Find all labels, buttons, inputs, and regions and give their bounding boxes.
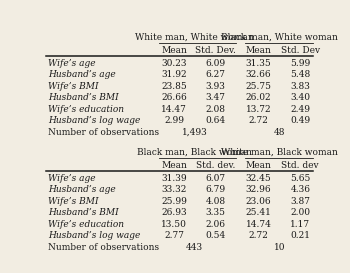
Text: 0.49: 0.49: [290, 116, 310, 125]
Text: Wife’s BMI: Wife’s BMI: [48, 197, 98, 206]
Text: Wife’s age: Wife’s age: [48, 59, 95, 68]
Text: 2.72: 2.72: [249, 231, 268, 240]
Text: 6.27: 6.27: [205, 70, 225, 79]
Text: Husband’s BMI: Husband’s BMI: [48, 93, 118, 102]
Text: 3.47: 3.47: [205, 93, 225, 102]
Text: 2.06: 2.06: [205, 220, 225, 229]
Text: 32.45: 32.45: [246, 174, 272, 183]
Text: 2.77: 2.77: [164, 231, 184, 240]
Text: Black man, Black woman: Black man, Black woman: [137, 148, 252, 157]
Text: 0.21: 0.21: [290, 231, 310, 240]
Text: 6.09: 6.09: [205, 59, 226, 68]
Text: 26.93: 26.93: [161, 208, 187, 217]
Text: Std. dev.: Std. dev.: [196, 161, 235, 170]
Text: Wife’s education: Wife’s education: [48, 220, 124, 229]
Text: Std. Dev: Std. Dev: [281, 46, 320, 55]
Text: Number of observations: Number of observations: [48, 128, 159, 137]
Text: 2.49: 2.49: [290, 105, 310, 114]
Text: Mean: Mean: [161, 46, 187, 55]
Text: 5.99: 5.99: [290, 59, 310, 68]
Text: Husband’s log wage: Husband’s log wage: [48, 231, 140, 240]
Text: 26.66: 26.66: [161, 93, 187, 102]
Text: 3.40: 3.40: [290, 93, 310, 102]
Text: White man, White woman: White man, White woman: [135, 33, 254, 42]
Text: Wife’s age: Wife’s age: [48, 174, 95, 183]
Text: Black man, White woman: Black man, White woman: [221, 33, 338, 42]
Text: Wife’s BMI: Wife’s BMI: [48, 82, 98, 91]
Text: 14.74: 14.74: [246, 220, 272, 229]
Text: 14.47: 14.47: [161, 105, 187, 114]
Text: 25.99: 25.99: [161, 197, 187, 206]
Text: Mean: Mean: [246, 161, 272, 170]
Text: Husband’s age: Husband’s age: [48, 185, 116, 194]
Text: 23.06: 23.06: [246, 197, 272, 206]
Text: 3.93: 3.93: [206, 82, 225, 91]
Text: Wife’s education: Wife’s education: [48, 105, 124, 114]
Text: 5.48: 5.48: [290, 70, 310, 79]
Text: 13.50: 13.50: [161, 220, 187, 229]
Text: 0.54: 0.54: [205, 231, 226, 240]
Text: 31.35: 31.35: [246, 59, 272, 68]
Text: 33.32: 33.32: [161, 185, 187, 194]
Text: 25.75: 25.75: [246, 82, 272, 91]
Text: 0.64: 0.64: [205, 116, 226, 125]
Text: 1,493: 1,493: [182, 128, 208, 137]
Text: 5.65: 5.65: [290, 174, 310, 183]
Text: 4.36: 4.36: [290, 185, 310, 194]
Text: 48: 48: [274, 128, 285, 137]
Text: 2.08: 2.08: [205, 105, 225, 114]
Text: 10: 10: [274, 243, 285, 252]
Text: 2.00: 2.00: [290, 208, 310, 217]
Text: 30.23: 30.23: [161, 59, 187, 68]
Text: 13.72: 13.72: [246, 105, 272, 114]
Text: 32.66: 32.66: [246, 70, 272, 79]
Text: Std. dev: Std. dev: [281, 161, 319, 170]
Text: 2.72: 2.72: [249, 116, 268, 125]
Text: 32.96: 32.96: [246, 185, 272, 194]
Text: 25.41: 25.41: [246, 208, 272, 217]
Text: 3.83: 3.83: [290, 82, 310, 91]
Text: 443: 443: [186, 243, 203, 252]
Text: Mean: Mean: [246, 46, 272, 55]
Text: 31.39: 31.39: [161, 174, 187, 183]
Text: Husband’s age: Husband’s age: [48, 70, 116, 79]
Text: 6.79: 6.79: [205, 185, 226, 194]
Text: White man, Black woman: White man, Black woman: [221, 148, 338, 157]
Text: 1.17: 1.17: [290, 220, 310, 229]
Text: 23.85: 23.85: [161, 82, 187, 91]
Text: 4.08: 4.08: [205, 197, 226, 206]
Text: 3.35: 3.35: [205, 208, 225, 217]
Text: 2.99: 2.99: [164, 116, 184, 125]
Text: 26.02: 26.02: [246, 93, 272, 102]
Text: Std. Dev.: Std. Dev.: [195, 46, 236, 55]
Text: Number of observations: Number of observations: [48, 243, 159, 252]
Text: 3.87: 3.87: [290, 197, 310, 206]
Text: 6.07: 6.07: [205, 174, 226, 183]
Text: Husband’s BMI: Husband’s BMI: [48, 208, 118, 217]
Text: Husband’s log wage: Husband’s log wage: [48, 116, 140, 125]
Text: Mean: Mean: [161, 161, 187, 170]
Text: 31.92: 31.92: [161, 70, 187, 79]
